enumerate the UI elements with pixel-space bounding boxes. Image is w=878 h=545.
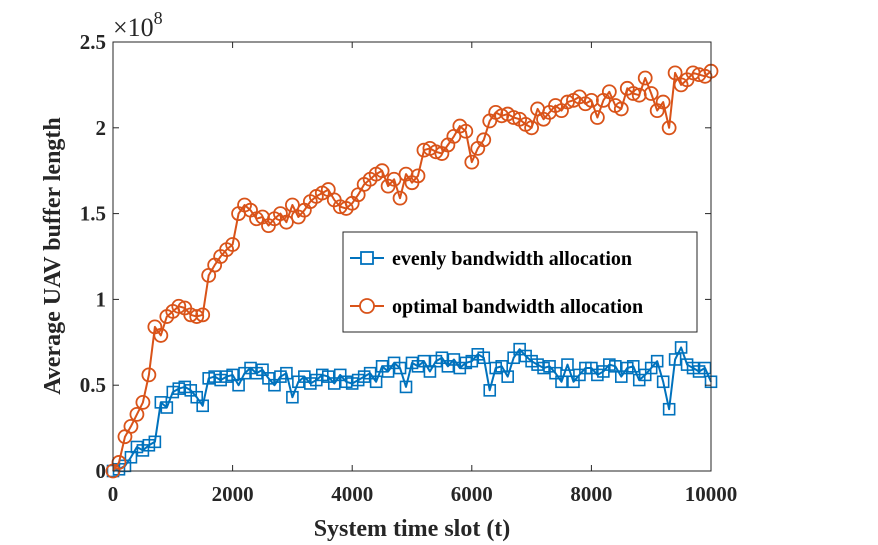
legend-label-evenly: evenly bandwidth allocation [392,248,632,270]
data-point-optimal [637,70,653,86]
data-point-optimal [195,307,211,323]
data-point-optimal [249,211,264,227]
data-point-optimal [506,110,522,125]
data-point-evenly [501,370,514,383]
data-point-evenly [148,435,162,449]
x-tick-label: 0 [108,482,119,506]
data-point-optimal [171,298,187,314]
data-point-evenly [477,351,491,365]
data-point-optimal [183,307,199,323]
data-point-evenly [160,401,174,414]
data-point-optimal [225,237,241,252]
y-exponent-power: 8 [154,8,163,28]
data-point-optimal [279,214,294,230]
data-point-optimal [428,144,444,160]
x-tick-label: 6000 [451,482,493,506]
legend: evenly bandwidth allocation optimal band… [342,231,698,333]
data-point-optimal [458,123,474,139]
legend-marker-optimal [359,298,375,314]
data-point-optimal [524,120,539,136]
data-point-evenly [650,354,664,368]
data-point-evenly [369,375,383,389]
data-point-evenly [232,378,245,392]
x-tick-label: 2000 [212,482,254,506]
y-tick-label: 0.5 [80,373,106,397]
y-axis-exponent: ×108 [113,8,163,42]
y-exponent-base: ×10 [113,13,154,42]
data-point-optimal [374,163,390,179]
data-point-optimal [464,154,480,170]
data-point-optimal [189,309,205,324]
data-point-evenly [286,390,299,404]
series-line-optimal-group [105,63,719,479]
x-axis-label: System time slot (t) [314,516,511,542]
y-tick-label: 1.5 [80,202,106,226]
data-point-optimal [601,84,617,100]
data-point-optimal [643,86,659,101]
data-point-evenly [555,375,568,389]
legend-marker-evenly [360,251,374,265]
data-point-evenly [626,360,640,373]
data-point-optimal [392,190,408,206]
data-point-evenly [393,361,407,375]
data-point-evenly [483,384,497,397]
data-point-evenly [561,358,574,371]
series-line-optimal [112,70,712,472]
data-point-optimal [655,94,671,110]
data-point-optimal [625,86,641,101]
data-point-evenly [399,380,413,394]
legend-label-optimal: optimal bandwidth allocation [392,296,643,318]
data-point-evenly [674,341,688,354]
data-point-optimal [123,418,139,434]
data-point-optimal [613,101,629,117]
y-tick-label: 1 [96,287,107,311]
data-point-optimal [589,110,605,125]
data-point-optimal [129,406,145,422]
data-point-optimal [284,197,300,213]
data-point-optimal [386,171,402,187]
data-point-optimal [153,328,169,343]
axes-box [112,41,712,472]
data-point-optimal [560,94,575,110]
data-point-evenly [196,399,209,413]
x-tick-label: 10000 [685,482,738,506]
series-line-evenly-group [106,341,718,478]
x-tick-label: 4000 [331,482,373,506]
data-point-optimal [667,65,683,81]
y-tick-label: 0 [96,459,107,483]
series-layer [105,63,719,479]
y-tick-label: 2.5 [80,30,106,54]
data-point-optimal [661,120,677,136]
data-point-optimal [141,367,157,383]
data-point-evenly [668,353,682,366]
data-point-optimal [584,92,599,108]
data-point-evenly [656,375,670,389]
data-point-evenly [662,402,676,416]
data-point-optimal [410,168,426,184]
data-point-optimal [135,394,151,410]
data-point-optimal [476,132,492,148]
ticks-layer: 0 2000 4000 6000 8000 10000 0 0.5 1 1.5 2 2.5 [80,30,738,506]
legend-box [342,231,698,333]
y-axis-label: Average UAV buffer length [40,117,66,395]
y-tick-label: 2 [96,116,107,140]
data-point-evenly [280,366,293,380]
x-tick-label: 8000 [570,482,612,506]
data-point-optimal [111,455,127,470]
